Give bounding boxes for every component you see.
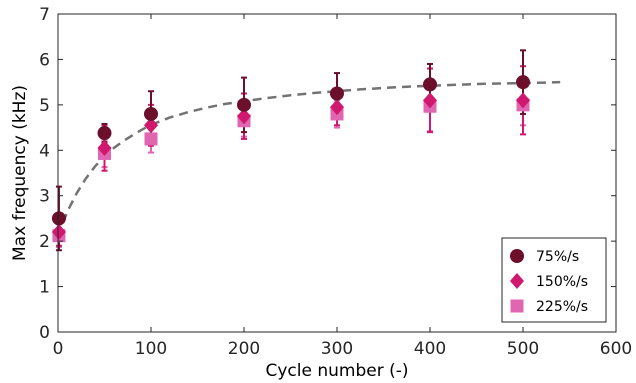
data-point-diamond <box>51 224 66 241</box>
x-tick-label: 200 <box>228 339 260 359</box>
y-tick-label: 3 <box>39 187 50 207</box>
data-point-diamond <box>97 140 112 157</box>
data-point-circle <box>330 86 344 101</box>
legend-label: 75%/s <box>536 249 579 265</box>
x-tick-label: 600 <box>600 339 632 359</box>
data-point-circle <box>237 97 251 112</box>
x-tick-label: 400 <box>414 339 446 359</box>
legend-label: 225%/s <box>536 299 588 315</box>
legend-marker <box>510 273 524 289</box>
data-point-circle <box>516 75 530 90</box>
data-point-diamond <box>237 108 251 125</box>
y-tick-label: 5 <box>39 96 50 116</box>
data-point-diamond <box>516 92 530 109</box>
data-point-diamond <box>423 92 437 109</box>
y-tick-label: 7 <box>39 5 50 25</box>
legend-marker <box>510 249 524 263</box>
legend: 75%/s 150%/s 225%/s <box>501 237 607 323</box>
data-point-circle <box>144 106 158 121</box>
data-point-diamond <box>330 99 344 116</box>
y-tick-label: 0 <box>39 323 50 343</box>
y-axis-title: Max frequency (kHz) <box>10 85 30 261</box>
x-tick-label: 300 <box>321 339 353 359</box>
data-point-circle <box>51 211 66 226</box>
y-tick-label: 2 <box>39 232 50 252</box>
tick-layer: 0 100 200 300 400 500 600 0 1 2 3 4 5 6 7 <box>39 5 632 359</box>
data-point-square <box>144 132 158 146</box>
y-tick-label: 4 <box>39 141 50 161</box>
x-tick-label: 500 <box>507 339 539 359</box>
data-point-circle <box>423 77 437 92</box>
legend-marker <box>510 299 524 313</box>
marker-layer <box>51 75 530 243</box>
y-tick-label: 6 <box>39 50 50 70</box>
data-point-circle <box>97 126 112 141</box>
x-axis-title: Cycle number (-) <box>265 361 408 381</box>
data-point-diamond <box>144 117 158 134</box>
legend-label: 150%/s <box>536 274 588 290</box>
x-tick-label: 0 <box>53 339 64 359</box>
y-tick-label: 1 <box>39 278 50 298</box>
x-tick-label: 100 <box>135 339 167 359</box>
